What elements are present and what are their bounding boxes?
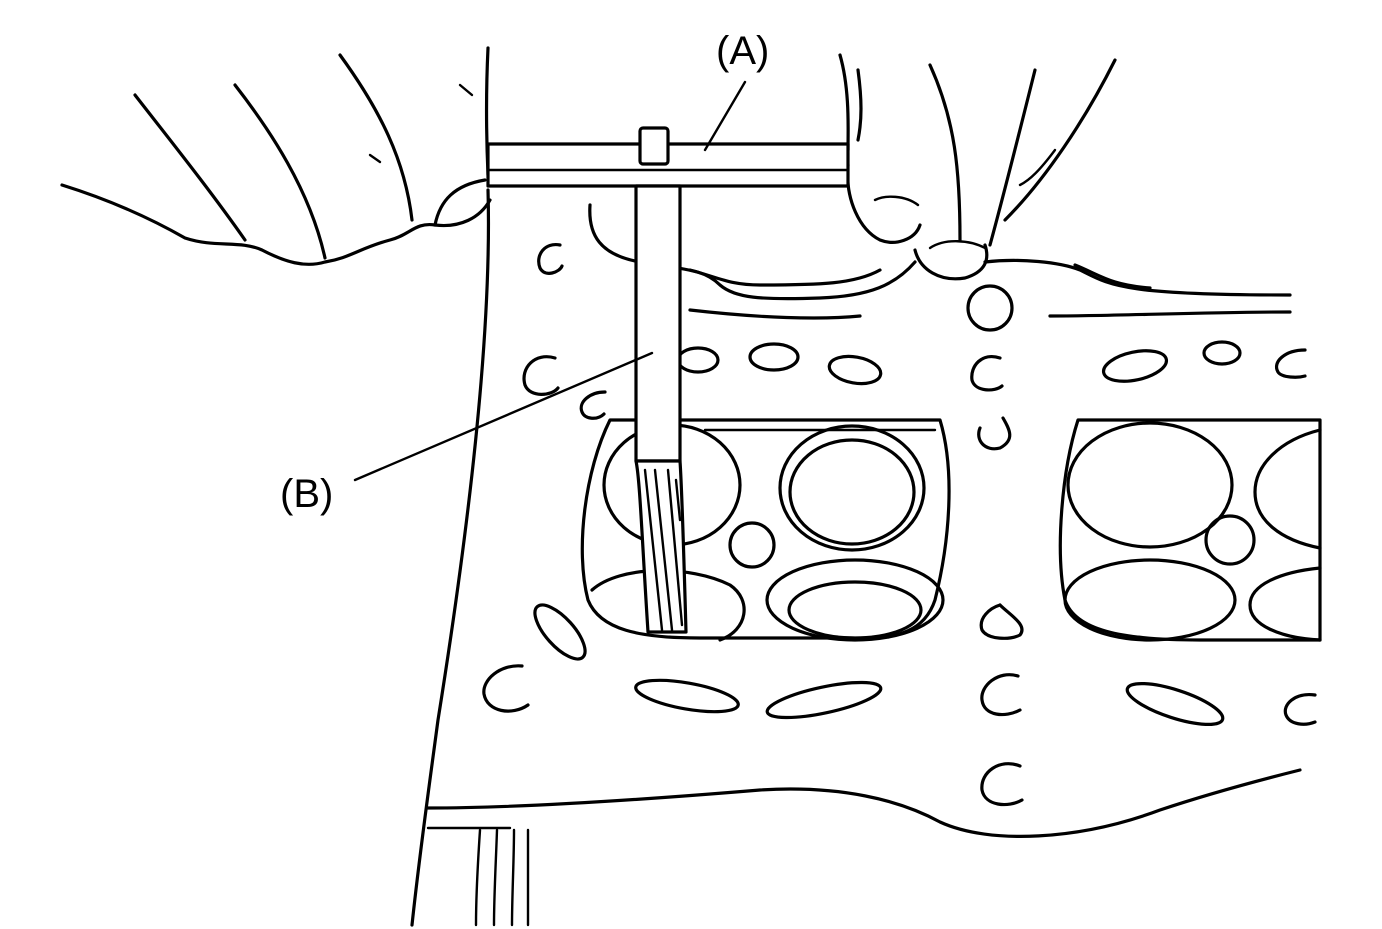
head-top-ridge bbox=[1073, 263, 1152, 290]
passage-hole-7 bbox=[482, 664, 530, 713]
head-top-inner bbox=[688, 268, 882, 287]
valve-seat-2-upper-right bbox=[1253, 428, 1322, 550]
passage-slot-4 bbox=[1101, 349, 1169, 383]
valve-face-upper-right bbox=[788, 438, 916, 546]
head-stud-2 bbox=[492, 828, 499, 927]
reamer-flute-2 bbox=[653, 468, 674, 632]
head-surface-line bbox=[688, 308, 862, 320]
label-a: (A) bbox=[716, 29, 769, 73]
right-nail-1 bbox=[873, 195, 920, 207]
passage-drop-2 bbox=[979, 603, 1024, 640]
valve-seat-lower-left bbox=[590, 568, 746, 642]
head-left-edge bbox=[410, 188, 491, 927]
reamer-flute-body bbox=[634, 459, 688, 634]
valve-seat-lower-right bbox=[765, 558, 945, 642]
t-handle bbox=[486, 126, 850, 188]
passage-hole-10 bbox=[1283, 692, 1317, 726]
valve-seat-2-lower-left bbox=[1063, 558, 1237, 642]
reamer bbox=[634, 184, 688, 634]
passage-hole-4 bbox=[966, 284, 1014, 332]
passage-hole-2 bbox=[522, 355, 560, 396]
passage-slot-5 bbox=[1202, 340, 1242, 366]
left-hand-palm-outline bbox=[60, 183, 492, 266]
passage-slot-9 bbox=[1125, 682, 1225, 726]
valve-seat-2-lower-right bbox=[1248, 566, 1322, 642]
left-nail-mark-1 bbox=[458, 83, 474, 97]
right-nail-2 bbox=[928, 240, 987, 250]
passage-slot-8 bbox=[765, 680, 883, 720]
left-hand bbox=[60, 46, 492, 266]
left-finger-3 bbox=[338, 53, 414, 222]
reamer-flute-3 bbox=[666, 468, 684, 627]
passage-hole-5 bbox=[970, 355, 1004, 392]
combustion-chamber-1 bbox=[580, 418, 951, 642]
passage-hole-8 bbox=[980, 673, 1022, 717]
right-finger-2 bbox=[928, 63, 962, 242]
passage-hole-1 bbox=[537, 242, 564, 275]
head-top-edge-left bbox=[588, 203, 917, 301]
head-stud-3 bbox=[510, 828, 516, 927]
reamer-flute-1 bbox=[643, 468, 664, 632]
head-top-edge-right bbox=[983, 258, 1292, 297]
leader-line-b bbox=[353, 351, 654, 482]
passage-slot-6 bbox=[533, 603, 587, 661]
right-finger-crease bbox=[1018, 148, 1057, 187]
right-finger-back bbox=[838, 53, 850, 152]
left-finger-1 bbox=[133, 93, 247, 242]
right-finger-4 bbox=[1003, 58, 1117, 222]
left-finger-2 bbox=[233, 83, 327, 260]
passage-slot-1 bbox=[676, 346, 720, 374]
right-hand bbox=[838, 53, 1117, 281]
valve-seat-2-upper-left bbox=[1066, 421, 1234, 549]
passages bbox=[482, 242, 1317, 807]
cylinder-head bbox=[410, 188, 1302, 927]
spark-plug-hole-2 bbox=[1204, 514, 1256, 566]
left-thumb-tip bbox=[433, 178, 487, 227]
combustion-chamber-2 bbox=[1058, 418, 1322, 642]
right-finger-3 bbox=[988, 68, 1037, 247]
valve-face-lower-right bbox=[787, 580, 923, 640]
reamer-shank bbox=[634, 184, 682, 463]
t-handle-set-screw bbox=[638, 126, 670, 166]
head-surface-line-right bbox=[1048, 310, 1292, 318]
reamer-flute-4 bbox=[674, 478, 682, 522]
passage-slot-3 bbox=[827, 354, 883, 386]
leader-line-a bbox=[703, 80, 747, 152]
left-nail-mark-2 bbox=[368, 153, 382, 164]
callout-a: (A) bbox=[703, 29, 769, 152]
passage-hole-6 bbox=[1275, 348, 1307, 379]
callout-b: (B) bbox=[280, 351, 654, 516]
passage-hole-3 bbox=[579, 390, 607, 420]
right-finger-2-tip bbox=[913, 243, 989, 281]
label-b: (B) bbox=[280, 472, 333, 516]
spark-plug-hole-1 bbox=[728, 521, 776, 569]
head-bottom-edge bbox=[426, 768, 1302, 838]
passage-slot-7 bbox=[634, 678, 740, 714]
chamber-1-outline bbox=[580, 418, 951, 640]
right-finger-back-inner bbox=[856, 68, 863, 142]
right-finger-1-tip bbox=[846, 163, 922, 244]
passage-hole-9 bbox=[980, 762, 1024, 807]
passage-drop-1 bbox=[977, 416, 1012, 451]
head-stud-1 bbox=[474, 828, 482, 927]
passage-slot-2 bbox=[748, 342, 800, 372]
chamber-2-outline bbox=[1058, 418, 1322, 642]
valve-seat-upper-right bbox=[778, 424, 926, 552]
